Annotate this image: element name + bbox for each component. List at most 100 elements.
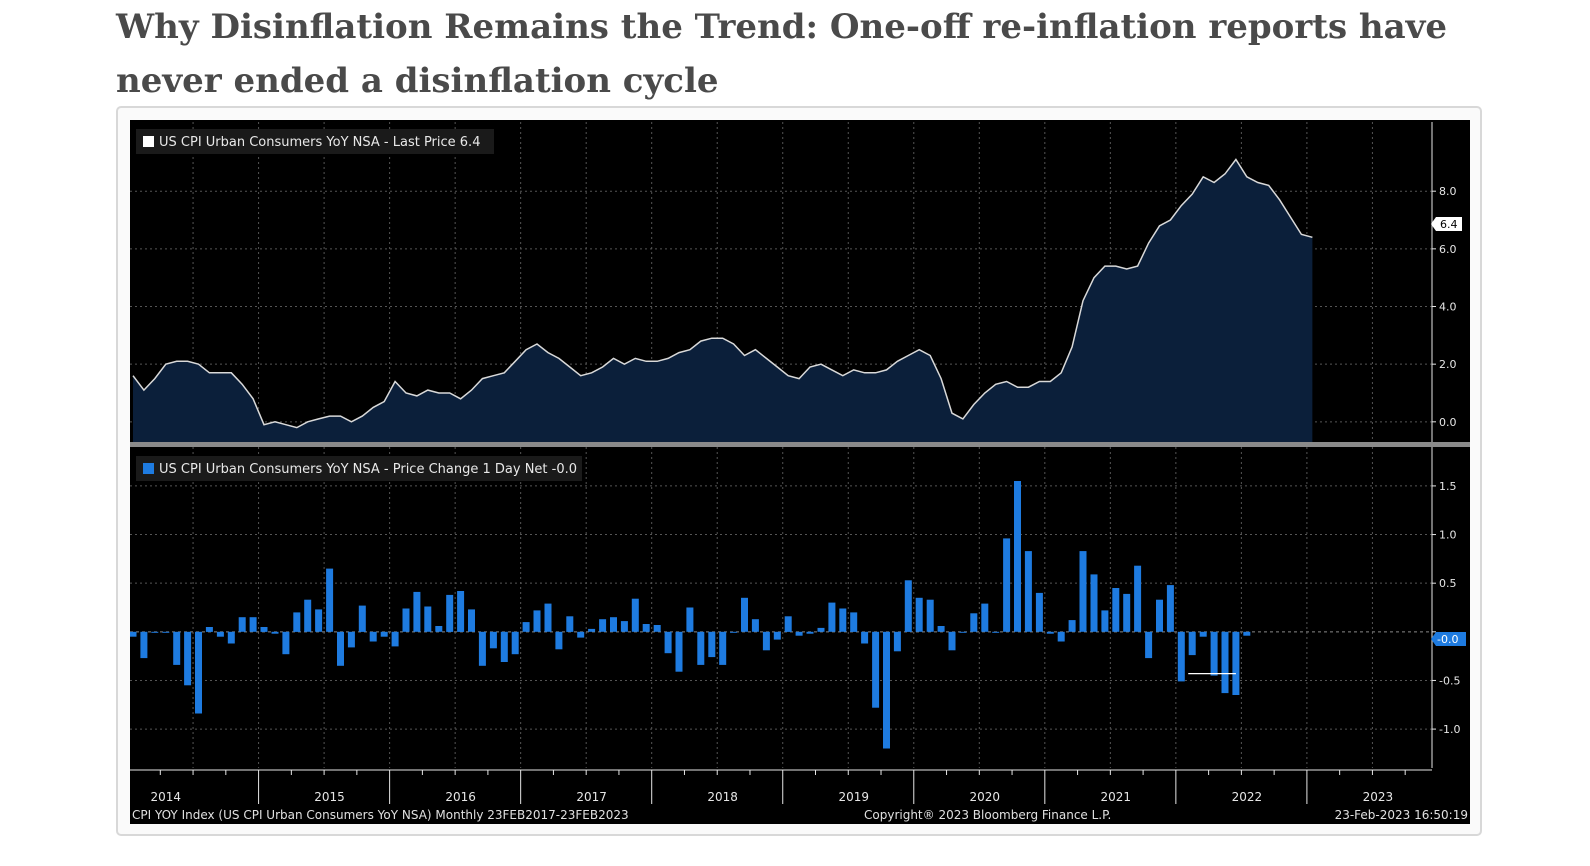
change-bar [173,631,181,665]
change-bar [904,580,912,632]
top-ytick-label: 2.0 [1439,358,1457,371]
top-last-value-label: 6.4 [1440,218,1458,231]
change-bar [489,631,497,649]
article-headline: Why Disinflation Remains the Trend: One-… [116,7,1448,101]
change-bar [1188,631,1196,656]
x-year-label: 2023 [1363,790,1394,804]
change-bar [708,631,716,658]
change-bar [631,598,639,632]
change-bar [1156,599,1163,632]
change-bar [337,631,344,666]
change-bar [981,603,989,632]
change-bar [1145,631,1153,659]
cpi-line [132,158,1313,429]
change-bar [817,627,825,632]
bottom-legend-label: US CPI Urban Consumers YoY NSA - Price C… [159,462,577,477]
change-bar [610,617,617,632]
axes-layer: 0.0 2.0 4.0 6.0 8.0 -1.0 -0.5 0.5 1.0 1.5 2014 2015… [130,122,1470,804]
change-bar [347,631,355,648]
change-bar [249,617,257,632]
top-legend-swatch [143,136,154,147]
x-year-label: 2018 [707,790,738,804]
change-bar [751,619,759,632]
change-bar [1210,631,1218,676]
x-year-label: 2016 [445,790,476,804]
change-bar [468,609,475,632]
change-bar [424,606,432,632]
change-bar [937,626,945,632]
change-bar [151,631,159,633]
change-bar [697,631,705,665]
top-ytick-label: 8.0 [1439,185,1457,198]
change-bar [1090,574,1098,632]
change-bar [511,631,519,655]
change-bar [1134,565,1142,632]
change-bar [1166,585,1174,632]
change-bar [195,631,202,714]
change-bar [1035,592,1043,632]
change-bar [1232,631,1240,695]
change-bar [457,591,465,632]
footer-right: 23-Feb-2023 16:50:19 [1335,808,1468,822]
top-panel-area [132,158,1313,442]
top-ytick-label: 4.0 [1439,301,1457,314]
x-year-label: 2014 [150,790,181,804]
change-bar [140,631,148,659]
change-bar [238,617,246,632]
change-bar [315,609,323,632]
bloomberg-chart: 0.0 2.0 4.0 6.0 8.0 -1.0 -0.5 0.5 1.0 1.5 2014 2015… [130,120,1470,824]
change-bar [828,602,836,632]
change-bar [730,631,738,633]
bottom-ytick-label: 0.5 [1439,577,1457,590]
change-bar [1046,631,1054,634]
change-bar [861,631,869,644]
change-bar [577,631,585,638]
change-bar [544,603,552,632]
change-bar [959,631,967,633]
change-bar [675,631,683,672]
bottom-ytick-label: -1.0 [1439,723,1460,736]
change-bar [184,631,192,686]
bottom-ytick-label: -0.5 [1439,674,1460,687]
change-bar [839,608,847,632]
top-ytick-label: 0.0 [1439,416,1457,429]
change-bar [653,625,661,632]
change-bar [1014,481,1021,632]
change-bar [773,631,781,640]
change-bar [1199,631,1207,637]
change-bar [130,631,137,637]
footer-left: CPI YOY Index (US CPI Urban Consumers Yo… [132,808,629,822]
x-year-label: 2017 [576,790,607,804]
change-bar [566,616,574,632]
change-bar [784,616,792,632]
change-bar [1112,588,1120,632]
x-year-label: 2015 [314,790,345,804]
change-bar [1068,620,1076,632]
bottom-last-value-label: -0.0 [1437,633,1458,646]
change-bar [326,568,334,632]
footer-center: Copyright® 2023 Bloomberg Finance L.P. [864,808,1111,822]
change-bar [719,631,727,665]
change-bar [402,608,410,632]
change-bar [1221,631,1229,694]
change-bar [806,631,814,634]
change-bar [795,631,803,636]
change-bar [588,628,596,632]
change-bar [282,631,290,655]
change-bar [293,612,301,632]
change-bar [1003,538,1011,632]
change-bar [883,631,890,749]
change-bar [162,631,170,633]
change-bar [216,631,224,637]
top-ytick-label: 6.0 [1439,243,1457,256]
change-bar [522,622,530,632]
cpi-area [133,159,1313,442]
change-bar [970,613,978,632]
bottom-ytick-label: 1.5 [1439,480,1457,493]
change-bar [893,631,901,652]
change-bar [1243,631,1251,636]
change-bar [1024,551,1032,632]
change-bar [915,597,923,632]
change-bar [762,631,770,651]
bottom-legend-swatch [143,463,154,474]
